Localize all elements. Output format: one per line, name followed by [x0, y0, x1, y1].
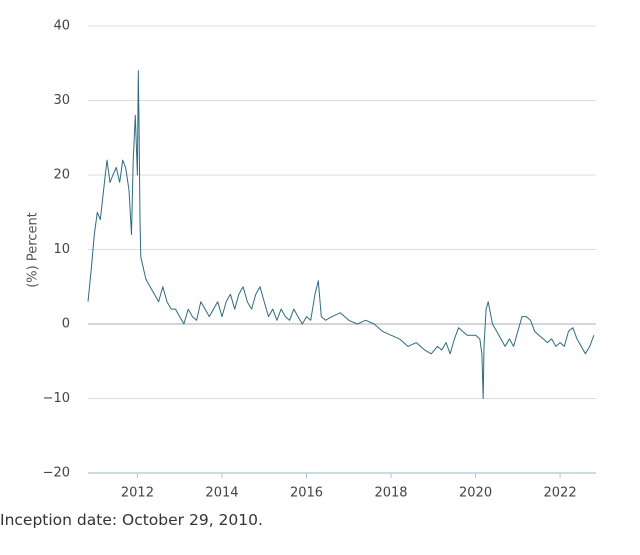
- y-axis-label: (%) Percent: [26, 212, 41, 288]
- y-tick-label: −10: [43, 391, 70, 406]
- gridlines: [88, 25, 596, 474]
- line-chart: −20 −10 0 10 20 30 40 2012 2014 2016 2018 2020 2022…: [26, 19, 596, 501]
- inception-date-note: Inception date: October 29, 2010.: [0, 511, 263, 529]
- x-tick-label: 2018: [374, 486, 407, 501]
- y-tick-labels: −20 −10 0 10 20 30 40: [43, 19, 70, 481]
- y-tick-label: 40: [53, 19, 70, 34]
- x-tick-label: 2014: [205, 486, 238, 501]
- y-tick-label: 30: [53, 93, 70, 108]
- x-tick-label: 2012: [121, 486, 154, 501]
- x-tick-label: 2020: [459, 486, 492, 501]
- y-tick-label: 20: [53, 168, 70, 183]
- y-tick-label: 0: [62, 317, 70, 332]
- x-tick-label: 2016: [290, 486, 323, 501]
- x-tick-labels: 2012 2014 2016 2018 2020 2022: [121, 473, 577, 501]
- y-tick-label: −20: [43, 466, 70, 481]
- x-tick-label: 2022: [544, 486, 577, 501]
- y-tick-label: 10: [53, 242, 70, 257]
- series-line: [87, 70, 595, 399]
